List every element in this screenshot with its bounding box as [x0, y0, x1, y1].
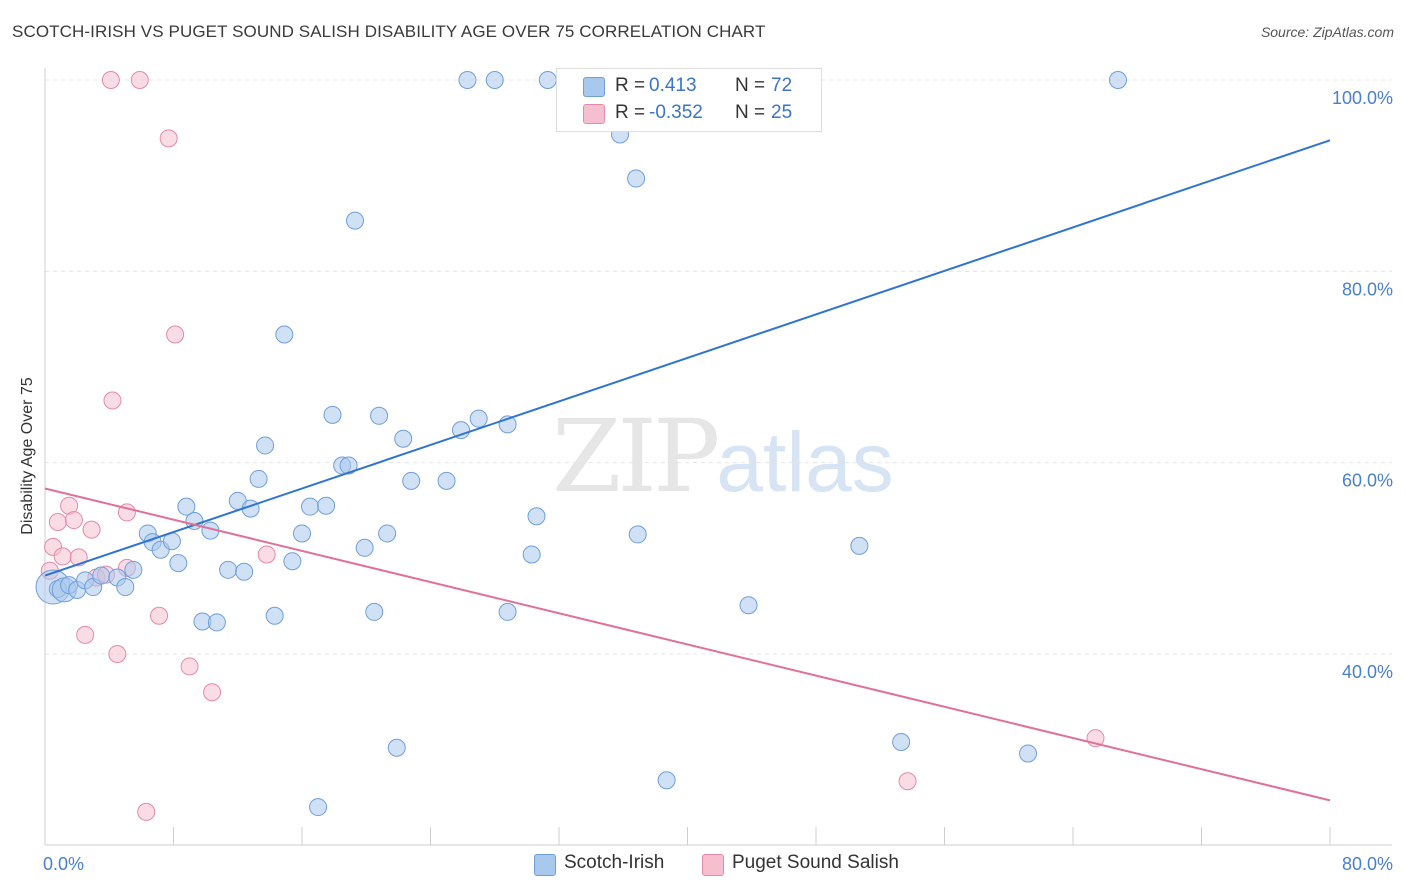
scotch-irish-point — [317, 496, 336, 515]
scotch-irish-point — [283, 552, 302, 571]
puget-sound-salish-point — [150, 606, 169, 625]
series-swatch-pink — [702, 854, 724, 876]
legend-r-label: R = — [615, 102, 646, 123]
scotch-irish-point — [538, 71, 557, 89]
series-label-puget-sound-salish: Puget Sound Salish — [732, 852, 899, 873]
scotch-irish-point — [235, 562, 254, 581]
y-tick-label: 40.0% — [1342, 662, 1393, 682]
scotch-irish-point — [207, 613, 226, 632]
x-tick-label: 0.0% — [43, 854, 84, 874]
puget-sound-salish-point — [101, 71, 120, 89]
axes — [44, 68, 1392, 846]
scotch-irish-point — [116, 578, 135, 597]
trend-lines — [44, 139, 1331, 802]
scotch-irish-point — [323, 405, 342, 424]
scotch-irish-point — [301, 497, 320, 516]
legend-n-value: 72 — [771, 75, 793, 96]
scotch-irish-point — [1019, 744, 1038, 763]
scotch-irish-point — [249, 469, 268, 488]
puget-sound-salish-trend-line — [44, 487, 1331, 802]
watermark-zip: ZIP — [552, 398, 720, 515]
legend-swatch-pink — [583, 104, 605, 124]
scotch-irish-point — [485, 71, 504, 89]
scotch-irish-point — [394, 429, 413, 448]
puget-sound-salish-point — [69, 548, 88, 567]
legend-n-label: N = — [735, 75, 766, 96]
y-tick-label: 100.0% — [1332, 88, 1393, 108]
scotch-irish-point — [522, 545, 541, 564]
puget-sound-salish-point — [203, 683, 222, 702]
scotch-irish-point — [124, 560, 143, 579]
y-tick-label: 80.0% — [1342, 279, 1393, 299]
scotch-irish-point — [850, 536, 869, 555]
scotch-irish-point — [469, 409, 488, 428]
scotch-irish-point — [628, 525, 647, 544]
legend-r-value: 0.413 — [649, 75, 697, 96]
puget-sound-salish-point — [166, 325, 185, 344]
scotch-irish-point — [92, 566, 111, 585]
puget-sound-salish-point — [108, 645, 127, 663]
legend-swatch-blue — [583, 77, 605, 97]
scotch-irish-point — [739, 596, 758, 615]
tick-labels: 40.0% 60.0% 80.0% 100.0% 0.0% 80.0% Disability… — [19, 88, 1393, 874]
puget-sound-salish-point — [898, 772, 917, 791]
correlation-legend: R = 0.413 N = 72 R = -0.352 N = 25 — [556, 68, 822, 132]
scotch-irish-trend-line — [44, 139, 1331, 577]
scotch-irish-point — [275, 325, 294, 344]
scotch-irish-point — [452, 421, 471, 440]
scotch-irish-point — [293, 524, 311, 543]
scotch-irish-point — [346, 211, 365, 230]
scotch-irish-point — [527, 507, 546, 526]
puget-sound-salish-point — [53, 547, 72, 566]
legend-n-label: N = — [735, 102, 766, 123]
scotch-irish-point — [627, 169, 646, 188]
watermark: ZIPatlas — [552, 398, 894, 515]
series-label-scotch-irish: Scotch-Irish — [564, 852, 665, 873]
legend-row-scotch-irish: R = 0.413 N = 72 — [557, 73, 821, 101]
puget-sound-salish-point — [159, 129, 178, 148]
puget-sound-salish-point — [130, 71, 149, 89]
puget-sound-salish-point — [103, 391, 122, 410]
scotch-irish-point — [265, 606, 284, 625]
legend-r-label: R = — [615, 75, 646, 96]
scotch-irish-point — [169, 554, 188, 573]
scotch-irish-point — [378, 524, 397, 543]
scotch-irish-point — [892, 733, 911, 752]
scotch-irish-point — [458, 71, 477, 89]
chart-source: Source: ZipAtlas.com — [1260, 24, 1394, 40]
y-tick-label: 60.0% — [1342, 471, 1393, 491]
scotch-irish-point — [256, 436, 275, 455]
x-tick-label: 80.0% — [1342, 854, 1393, 874]
puget-sound-salish-point — [82, 520, 101, 539]
watermark-atlas: atlas — [716, 415, 894, 509]
puget-sound-salish-point — [137, 802, 156, 821]
scotch-irish-points — [35, 71, 1127, 817]
legend-row-puget-sound-salish: R = -0.352 N = 25 — [557, 100, 821, 128]
legend-r-value: -0.352 — [649, 102, 703, 123]
puget-sound-salish-point — [76, 625, 95, 644]
scotch-irish-point — [219, 560, 238, 579]
puget-sound-salish-point — [257, 545, 276, 564]
scotch-irish-point — [402, 471, 421, 490]
scotch-irish-point — [657, 771, 676, 790]
puget-sound-salish-point — [48, 512, 67, 531]
scotch-irish-point — [498, 602, 517, 621]
scotch-irish-point — [370, 406, 389, 425]
y-axis-label: Disability Age Over 75 — [19, 377, 36, 535]
scotch-irish-point — [309, 798, 328, 817]
scotch-irish-point — [1108, 71, 1127, 89]
scotch-irish-point — [177, 497, 196, 516]
puget-sound-salish-points — [40, 71, 1105, 821]
scotch-irish-point — [355, 538, 374, 557]
legend-n-value: 25 — [771, 102, 793, 123]
scotch-irish-point — [339, 456, 358, 475]
series-swatch-blue — [534, 854, 556, 876]
puget-sound-salish-point — [64, 511, 83, 530]
scotch-irish-point — [387, 738, 406, 757]
scotch-irish-point — [437, 471, 456, 490]
puget-sound-salish-point — [180, 657, 199, 676]
chart-title: SCOTCH-IRISH VS PUGET SOUND SALISH DISAB… — [12, 22, 766, 41]
scotch-irish-point — [365, 602, 384, 621]
